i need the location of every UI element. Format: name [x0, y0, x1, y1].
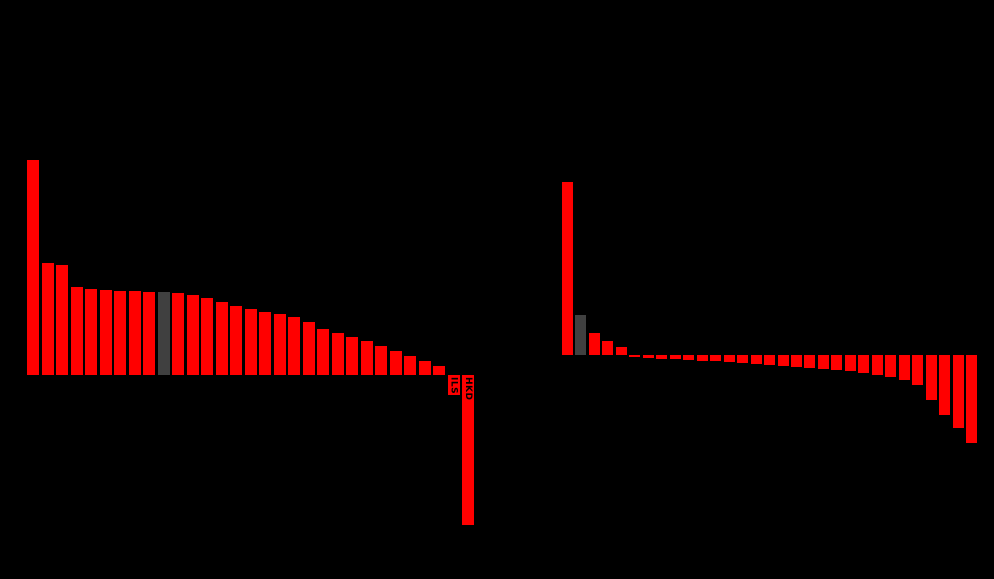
bar: [885, 355, 897, 377]
bar: [418, 361, 431, 375]
bar: [737, 355, 749, 363]
bar: [790, 355, 802, 367]
bar: [844, 355, 856, 371]
bar: [85, 289, 97, 375]
bar: [128, 291, 141, 375]
bar: [588, 333, 600, 355]
bar: [259, 312, 271, 375]
bar: [389, 351, 402, 375]
bar: [186, 295, 199, 375]
bar: [804, 355, 816, 368]
bar: [966, 355, 978, 443]
bar: [952, 355, 964, 428]
bar: [346, 337, 358, 375]
bar: [302, 322, 315, 375]
bar: [56, 265, 68, 375]
bar: [777, 355, 789, 366]
bar: [215, 302, 228, 375]
bar: [99, 290, 112, 375]
bar: [143, 292, 155, 375]
bar: [871, 355, 883, 375]
bar: [710, 355, 722, 361]
bar: [172, 293, 184, 375]
bar: [817, 355, 829, 369]
bar: [114, 291, 126, 375]
bar: [656, 355, 668, 359]
bar: [912, 355, 924, 385]
bar: [831, 355, 843, 370]
bar: [898, 355, 910, 380]
bar: [669, 355, 681, 359]
bar: [750, 355, 762, 364]
bar: [27, 160, 39, 375]
bar: [764, 355, 776, 365]
bar: [331, 333, 344, 375]
bar: [404, 356, 416, 375]
bar: [41, 263, 54, 375]
x-tick-label-ils: ILS: [448, 377, 459, 395]
bar: [925, 355, 937, 400]
bar: [244, 309, 257, 375]
bar: [939, 355, 951, 415]
bar: [723, 355, 735, 362]
bar: [642, 355, 654, 358]
highlight-bar: [575, 315, 587, 355]
bar: [70, 287, 83, 375]
bar: [696, 355, 708, 361]
x-tick-label-hkd: HKD: [463, 377, 473, 401]
bar: [375, 346, 387, 375]
bar: [433, 366, 445, 375]
bar: [562, 182, 573, 355]
bar: [629, 355, 641, 357]
bar-hkd: [462, 375, 474, 525]
bar: [615, 347, 627, 355]
bar: [683, 355, 695, 360]
bar: [230, 306, 242, 375]
bar: [201, 298, 213, 375]
bar-ils: [447, 375, 460, 395]
bar: [273, 314, 286, 375]
bar: [317, 329, 329, 375]
highlight-bar: [157, 292, 170, 375]
bar: [288, 317, 300, 375]
bar: [858, 355, 870, 373]
bar: [602, 341, 614, 355]
bar: [360, 341, 373, 375]
